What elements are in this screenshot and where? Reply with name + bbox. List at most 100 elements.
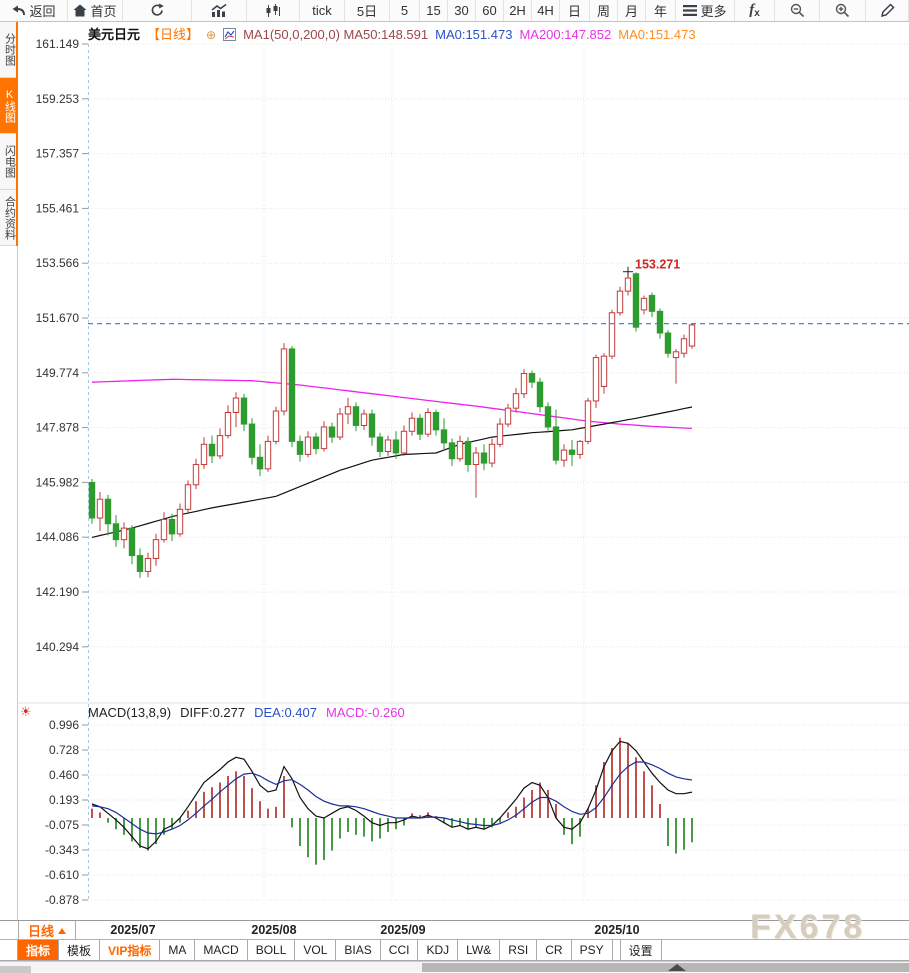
toolbar-min15-button[interactable]: 15 bbox=[420, 0, 448, 21]
circle-plus-icon[interactable]: ⊕ bbox=[206, 28, 217, 42]
price-axis-tick: 155.461 bbox=[36, 201, 80, 215]
price-axis-tick: 153.566 bbox=[36, 256, 80, 270]
toolbar-home-button[interactable]: 首页 bbox=[68, 0, 123, 21]
mini-chart-icon[interactable] bbox=[223, 28, 237, 44]
sidebar-item-K线图[interactable]: K线图 bbox=[0, 78, 18, 134]
toolbar-draw-button[interactable] bbox=[866, 0, 909, 21]
tab-VOL[interactable]: VOL bbox=[295, 940, 337, 960]
toolbar-5day-label: 5日 bbox=[356, 4, 378, 19]
toolbar-zoom-in-button[interactable] bbox=[820, 0, 866, 21]
toolbar-day-button[interactable]: 日 bbox=[560, 0, 590, 21]
toolbar-year-button[interactable]: 年 bbox=[646, 0, 676, 21]
toolbar-more-label: 更多 bbox=[700, 4, 727, 19]
toolbar-min60-label: 60 bbox=[482, 3, 497, 18]
price-chart-svg[interactable]: 161.149 159.253 157.357 155.461 153.566 151.6… bbox=[18, 22, 909, 920]
tab-模板[interactable]: 模板 bbox=[59, 940, 101, 960]
tab-PSY[interactable]: PSY bbox=[572, 940, 613, 960]
toolbar-min5-label: 5 bbox=[400, 3, 409, 18]
toolbar-5day-button[interactable]: 5日 bbox=[345, 0, 390, 21]
candlestick-icon bbox=[265, 3, 281, 18]
toolbar-candlestick-button[interactable] bbox=[247, 0, 300, 21]
menu-icon bbox=[683, 5, 698, 16]
watermark: FX678 bbox=[750, 908, 866, 946]
toolbar-back-button[interactable]: 返回 bbox=[0, 0, 68, 21]
horizontal-scrollbar[interactable] bbox=[0, 961, 909, 973]
macd-axis-tick: 0.460 bbox=[49, 768, 79, 782]
back-arrow-icon bbox=[11, 5, 26, 17]
tab-BOLL[interactable]: BOLL bbox=[248, 940, 296, 960]
toolbar-day-label: 日 bbox=[567, 4, 581, 19]
toolbar-tick-label: tick bbox=[312, 3, 332, 18]
ma200-value: MA200:147.852 bbox=[519, 27, 612, 42]
toolbar-4h-button[interactable]: 4H bbox=[532, 0, 560, 21]
tab-设置[interactable]: 设置 bbox=[619, 940, 662, 960]
macd-axis-tick: 0.728 bbox=[49, 743, 79, 757]
price-axis-tick: 144.086 bbox=[36, 530, 80, 544]
scrollbar-thumb[interactable] bbox=[422, 963, 909, 972]
tab-LW&[interactable]: LW& bbox=[458, 940, 501, 960]
macd-axis-tick: -0.878 bbox=[45, 893, 79, 907]
macd-axis-tick: 0.996 bbox=[49, 718, 79, 732]
toolbar-back-label: 返回 bbox=[29, 4, 56, 19]
pencil-icon bbox=[880, 3, 895, 18]
price-axis-tick: 161.149 bbox=[36, 37, 80, 51]
tab-指标[interactable]: 指标 bbox=[18, 940, 60, 960]
toolbar-bar-chart-button[interactable] bbox=[192, 0, 247, 21]
price-axis-tick: 145.982 bbox=[36, 475, 80, 489]
tab-RSI[interactable]: RSI bbox=[500, 940, 538, 960]
toolbar-week-label: 周 bbox=[596, 4, 610, 19]
x-axis-label: 2025/09 bbox=[380, 923, 426, 937]
sidebar-item-闪电图[interactable]: 闪电图 bbox=[0, 134, 18, 190]
toolbar-fx-button[interactable]: fx bbox=[735, 0, 775, 21]
price-axis-tick: 147.878 bbox=[36, 421, 80, 435]
zoom-in-icon bbox=[835, 3, 850, 18]
toolbar-zoom-out-button[interactable] bbox=[775, 0, 820, 21]
period-selector[interactable]: 日线 bbox=[18, 921, 76, 940]
ma200-line bbox=[91, 378, 693, 430]
instrument-header: 美元日元 【日线】 ⊕ MA1(50,0,200,0) MA50:148.591 MA0… bbox=[88, 24, 703, 44]
chart-type-sidebar: 分时图 K线图 闪电图 合约资料 bbox=[0, 22, 18, 961]
sidebar-item-合约资料[interactable]: 合约资料 bbox=[0, 190, 18, 246]
tab-KDJ[interactable]: KDJ bbox=[418, 940, 459, 960]
macd-axis-tick: 0.193 bbox=[49, 793, 79, 807]
tab-CR[interactable]: CR bbox=[537, 940, 572, 960]
top-toolbar: 返回 首页 tick 5日 5 15 30 60 2H 4H 日周月年 更多 fx bbox=[0, 0, 909, 22]
ma-settings-text: MA1(50,0,200,0) MA50:148.591 bbox=[243, 27, 429, 42]
tab-BIAS[interactable]: BIAS bbox=[336, 940, 381, 960]
x-axis-label: 2025/10 bbox=[594, 923, 640, 937]
ma0-orange-value: MA0:151.473 bbox=[618, 27, 696, 42]
toolbar-more-button[interactable]: 更多 bbox=[676, 0, 735, 21]
indicator-settings-icon[interactable]: ☀ bbox=[20, 704, 32, 719]
price-axis-tick: 140.294 bbox=[36, 640, 80, 654]
toolbar-min5-button[interactable]: 5 bbox=[390, 0, 420, 21]
toolbar-week-button[interactable]: 周 bbox=[590, 0, 618, 21]
price-axis-tick: 159.253 bbox=[36, 92, 80, 106]
ma0-blue-value: MA0:151.473 bbox=[435, 27, 513, 42]
toolbar-2h-button[interactable]: 2H bbox=[504, 0, 532, 21]
toolbar-4h-label: 4H bbox=[537, 3, 554, 18]
toolbar-min60-button[interactable]: 60 bbox=[476, 0, 504, 21]
toolbar-year-label: 年 bbox=[653, 4, 667, 19]
price-axis-tick: 149.774 bbox=[36, 366, 80, 380]
tab-MA[interactable]: MA bbox=[160, 940, 196, 960]
toolbar-min30-label: 30 bbox=[454, 3, 469, 18]
tab-CCI[interactable]: CCI bbox=[381, 940, 419, 960]
x-axis-label: 2025/08 bbox=[251, 923, 297, 937]
sidebar-item-分时图[interactable]: 分时图 bbox=[0, 22, 18, 78]
period-label: 【日线】 bbox=[147, 27, 200, 42]
toolbar-tick-button[interactable]: tick bbox=[300, 0, 345, 21]
period-selector-label: 日线 bbox=[27, 924, 54, 939]
toolbar-refresh-button[interactable] bbox=[123, 0, 192, 21]
price-axis-tick: 151.670 bbox=[36, 311, 80, 325]
home-icon bbox=[73, 4, 87, 17]
toolbar-month-button[interactable]: 月 bbox=[618, 0, 646, 21]
indicator-tabs: 指标 模板 VIP指标 MA MACD BOLL VOL BIAS CCI KDJ LW& RSI CR… bbox=[0, 940, 909, 961]
toolbar-min30-button[interactable]: 30 bbox=[448, 0, 476, 21]
toolbar-min15-label: 15 bbox=[426, 3, 441, 18]
scrollbar-arrow-icon[interactable] bbox=[668, 964, 686, 971]
tab-MACD[interactable]: MACD bbox=[195, 940, 248, 960]
chart-region[interactable]: 161.149 159.253 157.357 155.461 153.566 151.6… bbox=[18, 22, 909, 920]
tab-VIP指标[interactable]: VIP指标 bbox=[100, 940, 161, 960]
scrollbar-corner bbox=[0, 966, 31, 973]
toolbar-2h-label: 2H bbox=[509, 3, 526, 18]
